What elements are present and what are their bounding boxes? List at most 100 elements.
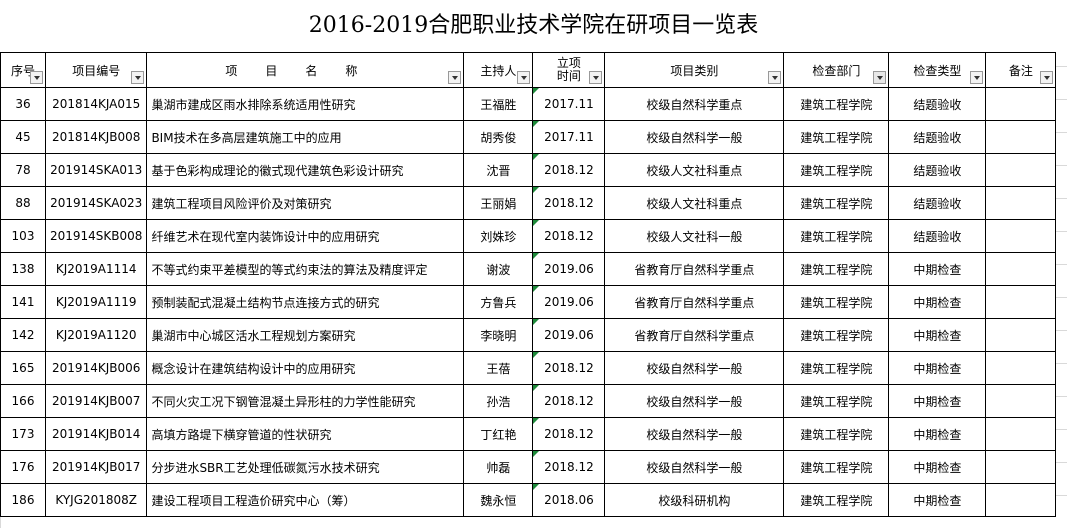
data-row: 36 201814KJA015 巢湖市建成区雨水排除系统适用性研究 王福胜 2017.1… — [0, 87, 1057, 121]
cell-text: 分步进水SBR工艺处理低碳氮污水技术研究 — [151, 460, 380, 475]
table-cell: 不等式约束平差模型的等式约束法的算法及精度评定 — [146, 252, 465, 286]
filter-button[interactable] — [1040, 71, 1054, 84]
table-cell: 省教育厅自然科学重点 — [604, 252, 785, 286]
table-cell: 建筑工程项目风险评价及对策研究 — [146, 186, 465, 220]
filter-button[interactable] — [768, 71, 782, 84]
cell-text: 王福胜 — [480, 97, 517, 112]
cell-text: 141 — [11, 295, 35, 309]
table-cell — [985, 252, 1057, 286]
table-cell: 校级自然科学一般 — [604, 120, 785, 154]
table-cell: 2018.12 — [532, 351, 606, 385]
cell-text: 建筑工程学院 — [800, 130, 873, 145]
filter-button[interactable] — [589, 71, 603, 84]
table-cell: 中期检查 — [888, 450, 987, 484]
table-cell: 中期检查 — [888, 417, 987, 451]
cell-text: 校级自然科学一般 — [646, 427, 743, 442]
table-cell — [985, 450, 1057, 484]
filter-button[interactable] — [131, 71, 145, 84]
header-text: 检查类型 — [913, 63, 962, 78]
table-cell: 201914SKA023 — [44, 186, 148, 220]
table-cell: 142 — [0, 318, 46, 352]
cell-text: 方鲁兵 — [480, 295, 517, 310]
cell-text: 校级科研机构 — [658, 493, 731, 508]
table-cell: 建筑工程学院 — [783, 120, 890, 154]
table-cell: 基于色彩构成理论的徽式现代建筑色彩设计研究 — [146, 153, 465, 187]
table-cell: 建筑工程学院 — [783, 285, 890, 319]
data-row: 78 201914SKA013 基于色彩构成理论的徽式现代建筑色彩设计研究 沈晋 201… — [0, 153, 1057, 187]
table-cell: 2018.06 — [532, 483, 606, 517]
table-cell: 78 — [0, 153, 46, 187]
cell-text: 142 — [11, 328, 35, 342]
cell-text: 201914KJB017 — [52, 460, 141, 474]
cell-text: 2019.06 — [544, 262, 594, 276]
header-cell: 主持人 — [463, 52, 534, 88]
table-cell: 201814KJB008 — [44, 120, 148, 154]
cell-text: 45 — [15, 130, 31, 144]
table-cell: 省教育厅自然科学重点 — [604, 318, 785, 352]
table-cell: 103 — [0, 219, 46, 253]
cell-text: 2018.12 — [544, 460, 594, 474]
text-number-indicator — [533, 418, 540, 424]
filter-button[interactable] — [30, 71, 43, 84]
table-cell: 2017.11 — [532, 87, 606, 121]
table-cell: 2018.12 — [532, 153, 606, 187]
table-cell: 中期检查 — [888, 285, 987, 319]
table-cell: 36 — [0, 87, 46, 121]
cell-text: KJ2019A1114 — [55, 262, 137, 276]
cell-text: 谢波 — [486, 262, 511, 277]
table-cell: 巢湖市建成区雨水排除系统适用性研究 — [146, 87, 465, 121]
table-cell: 建筑工程学院 — [783, 450, 890, 484]
filter-button[interactable] — [448, 71, 462, 84]
cell-text: 孙浩 — [486, 394, 511, 409]
text-number-indicator — [533, 187, 540, 193]
header-row: 序号 项目编号 项目名称 主持人 立项时间 项目类别 检查部门 检查类型 备注 — [0, 52, 1057, 88]
cell-text: 建筑工程学院 — [800, 328, 873, 343]
table-cell: 校级自然科学一般 — [604, 351, 785, 385]
cell-text: 校级自然科学一般 — [646, 361, 743, 376]
table-cell: 2018.12 — [532, 219, 606, 253]
cell-text: 中期检查 — [913, 493, 962, 508]
table-cell: 建设工程项目工程造价研究中心（筹） — [146, 483, 465, 517]
filter-button[interactable] — [873, 71, 887, 84]
table-cell: 刘姝珍 — [463, 219, 534, 253]
cell-text: 201914KJB014 — [52, 427, 141, 441]
text-number-indicator — [533, 121, 540, 127]
table-cell: 校级自然科学一般 — [604, 450, 785, 484]
cell-text: 201914KJB007 — [52, 394, 141, 408]
cell-text: 2018.12 — [544, 394, 594, 408]
table-cell: 201814KJA015 — [44, 87, 148, 121]
cell-text: 建筑工程学院 — [800, 361, 873, 376]
data-row: 166 201914KJB007 不同火灾工况下钢管混凝土异形柱的力学性能研究 孙浩 2… — [0, 384, 1057, 418]
table-cell: 预制装配式混凝土结构节点连接方式的研究 — [146, 285, 465, 319]
header-cell: 项目编号 — [44, 52, 148, 88]
table-cell: 分步进水SBR工艺处理低碳氮污水技术研究 — [146, 450, 465, 484]
table-cell: 高填方路堤下横穿管道的性状研究 — [146, 417, 465, 451]
header-text: 序号 — [10, 63, 35, 78]
table-cell: 186 — [0, 483, 46, 517]
table-cell: 建筑工程学院 — [783, 318, 890, 352]
cell-text: 建筑工程学院 — [800, 163, 873, 178]
table-cell: 201914SKB008 — [44, 219, 148, 253]
cell-text: 王蓓 — [486, 361, 511, 376]
filter-button[interactable] — [970, 71, 984, 84]
table-cell: 建筑工程学院 — [783, 384, 890, 418]
cell-text: 201914SKA013 — [50, 163, 143, 177]
table-cell: 2019.06 — [532, 318, 606, 352]
table-cell: 中期检查 — [888, 384, 987, 418]
cell-text: 176 — [11, 460, 35, 474]
table-cell: 沈晋 — [463, 153, 534, 187]
data-row: 173 201914KJB014 高填方路堤下横穿管道的性状研究 丁红艳 2018.12… — [0, 417, 1057, 451]
cell-text: BIM技术在多高层建筑施工中的应用 — [151, 130, 342, 145]
cell-text: 李晓明 — [480, 328, 517, 343]
cell-text: 78 — [15, 163, 31, 177]
text-number-indicator — [533, 484, 540, 490]
data-row: 88 201914SKA023 建筑工程项目风险评价及对策研究 王丽娟 2018.12 校… — [0, 186, 1057, 220]
filter-button[interactable] — [517, 71, 531, 84]
table-cell: 校级自然科学一般 — [604, 384, 785, 418]
table-cell: 不同火灾工况下钢管混凝土异形柱的力学性能研究 — [146, 384, 465, 418]
cell-text: 校级人文社科重点 — [646, 196, 743, 211]
table-cell: 2018.12 — [532, 417, 606, 451]
header-cell: 序号 — [0, 52, 46, 88]
table-cell: 建筑工程学院 — [783, 153, 890, 187]
cell-text: 丁红艳 — [480, 427, 517, 442]
